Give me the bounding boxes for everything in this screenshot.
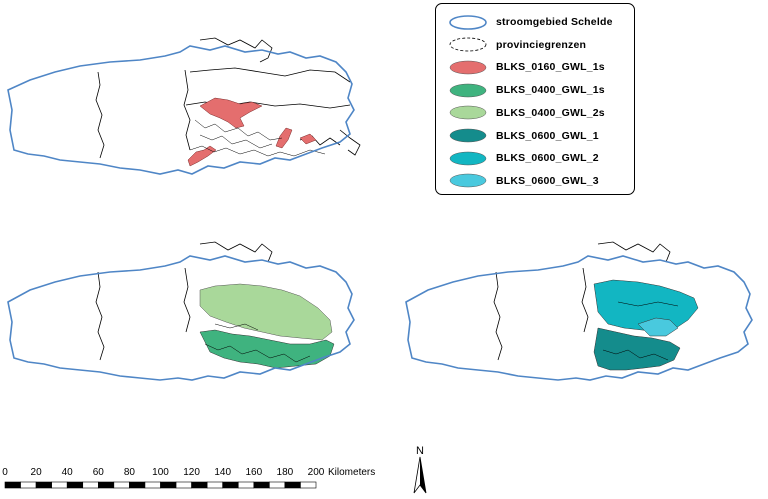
- gwl-0160-polygon: [187, 145, 217, 167]
- gwl-0400-1s-polygon: [199, 329, 335, 369]
- province-borders: [493, 241, 671, 361]
- sub-basin-lines: [204, 323, 311, 363]
- scale-segment: [206, 481, 223, 489]
- gwl-0160-polygon: [275, 127, 293, 149]
- scale-segment: [237, 481, 255, 489]
- legend-swatch: [449, 128, 487, 143]
- scale-segment: [175, 481, 192, 489]
- scale-tick-label: 200: [308, 467, 325, 478]
- legend-item: BLKS_0600_GWL_2: [448, 149, 599, 167]
- scale-segment: [20, 481, 37, 489]
- legend-label: provinciegrenzen: [496, 38, 587, 51]
- scale-tick-label: 20: [31, 467, 43, 478]
- legend-swatch: [449, 151, 487, 165]
- legend-label: BLKS_0600_GWL_3: [496, 174, 599, 187]
- scale-segment: [51, 481, 68, 489]
- legend-item: BLKS_0600_GWL_1: [448, 127, 599, 145]
- sub-basin-lines: [602, 301, 679, 361]
- legend-label: BLKS_0600_GWL_2: [496, 152, 599, 165]
- map-legend: stroomgebied Schelde provinciegrenzen BLKS…: [435, 3, 635, 195]
- scale-segment: [66, 481, 84, 489]
- sub-basin-lines: [189, 119, 326, 157]
- scale-segment: [144, 481, 161, 489]
- legend-label: BLKS_0600_GWL_1: [496, 129, 599, 142]
- map-blks-0600: [405, 241, 753, 381]
- legend-label: stroomgebied Schelde: [496, 16, 613, 28]
- north-label: N: [416, 445, 424, 457]
- scale-tick-label: 100: [152, 467, 169, 478]
- scale-segment: [129, 481, 146, 489]
- legend-swatch: [449, 60, 487, 75]
- scale-unit-label: Kilometers: [328, 467, 375, 478]
- legend-item: stroomgebied Schelde: [448, 13, 613, 31]
- legend-swatch: [449, 37, 487, 52]
- scale-tick-label: 0: [2, 467, 8, 478]
- scale-segment: [82, 481, 99, 489]
- legend-item: BLKS_0160_GWL_1s: [448, 58, 605, 76]
- legend-item: BLKS_0600_GWL_3: [448, 172, 599, 190]
- legend-label: BLKS_0400_GWL_1s: [496, 84, 605, 97]
- scale-segment: [300, 481, 317, 489]
- scale-tick-label: 160: [245, 467, 262, 478]
- scale-tick-label: 40: [62, 467, 74, 478]
- map-blks-0160: [7, 37, 361, 175]
- legend-label: BLKS_0400_GWL_2s: [496, 106, 605, 119]
- legend-swatch: [449, 83, 487, 97]
- scale-segment: [160, 481, 177, 489]
- scale-tick-label: 140: [214, 467, 231, 478]
- scheldt-basin-outline: [405, 255, 753, 381]
- scale-tick-label: 80: [124, 467, 136, 478]
- scale-segment: [35, 481, 52, 489]
- gwl-0160-polygon: [199, 97, 263, 129]
- scale-segment: [253, 481, 270, 489]
- scale-segment: [222, 481, 239, 489]
- north-arrow-icon: N: [413, 445, 427, 494]
- scale-tick-label: 60: [93, 467, 105, 478]
- gwl-0400-2s-polygon: [199, 283, 333, 341]
- legend-label: BLKS_0160_GWL_1s: [496, 61, 605, 74]
- scale-tick-label: 120: [183, 467, 200, 478]
- legend-swatch: [449, 174, 487, 188]
- legend-item: BLKS_0400_GWL_1s: [448, 81, 605, 99]
- legend-swatch: [449, 106, 487, 120]
- legend-swatch: [449, 14, 487, 30]
- legend-item: BLKS_0400_GWL_2s: [448, 104, 605, 122]
- scale-bar: 0 20 40 60 80 100 120 140 160 180 200 Kilometers: [2, 467, 375, 489]
- scheldt-basin-outline: [7, 45, 355, 175]
- scale-segment: [269, 481, 286, 489]
- gwl-0600-2-polygon: [593, 279, 699, 333]
- gwl-0600-3-polygon: [637, 317, 679, 337]
- map-blks-0400: [7, 241, 355, 381]
- scale-tick-label: 180: [277, 467, 294, 478]
- legend-item: provinciegrenzen: [448, 36, 586, 54]
- scale-segment: [284, 481, 301, 489]
- gwl-0600-1-polygon: [593, 327, 681, 371]
- gwl-0160-polygon: [299, 133, 317, 145]
- province-borders: [95, 241, 273, 361]
- scheldt-basin-outline: [7, 255, 355, 381]
- scale-segment: [4, 481, 21, 489]
- scale-segment: [113, 481, 130, 489]
- scale-segment: [191, 481, 208, 489]
- scale-segment: [98, 481, 115, 489]
